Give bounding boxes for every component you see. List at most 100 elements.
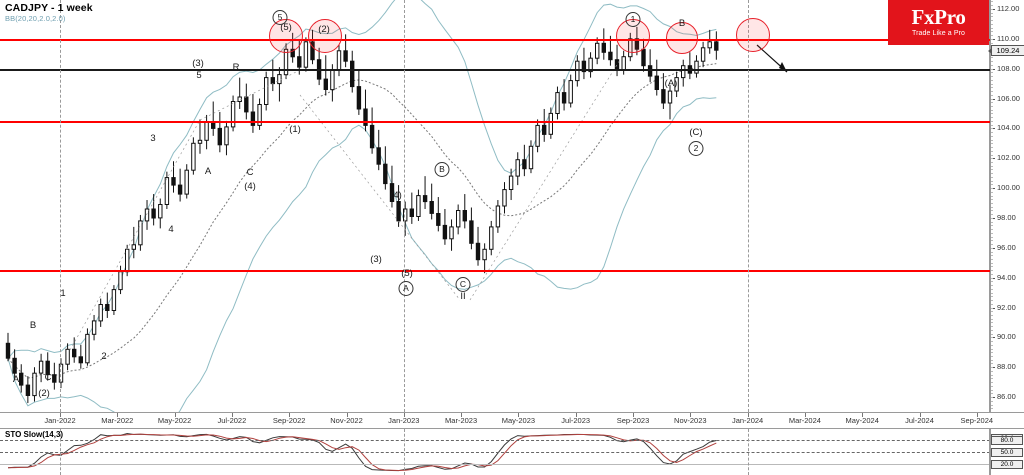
candlestick [568,74,573,108]
price-minor-tick [991,35,993,37]
candlestick [184,164,189,199]
price-minor-tick [991,203,993,204]
wave-label-II-24: II [460,291,466,302]
price-minor-tick [991,300,993,302]
candle-body [111,289,117,312]
candle-body [217,127,223,146]
candlestick [535,119,540,153]
price-minor-tick [991,344,993,346]
price-chart-pane[interactable]: CADJPY - 1 week BB(20,20,2.0,2.0) FxPro … [0,0,990,412]
candle-body [482,248,487,261]
stochastic-axis[interactable]: 83.480.050.020.0 [990,429,1024,475]
candle-body [303,41,309,68]
candlestick [78,344,83,369]
level-line-support-104-5[interactable] [0,120,990,123]
candle-body [330,69,335,91]
price-minor-tick [991,87,993,89]
candlestick [575,55,580,87]
price-minor-tick [991,94,993,96]
candlestick [363,89,368,132]
candle-body [647,65,653,77]
setup-circle-left-2[interactable] [308,19,342,53]
price-tick-label: 86.00 [997,392,1016,402]
candle-body [91,320,97,335]
wave-label-4-13: (4) [244,181,256,192]
candle-body [376,147,381,165]
candle-body [171,177,176,186]
candlestick [661,73,666,109]
price-minor-tick [991,5,993,7]
price-minor-tick [991,139,993,141]
bollinger-lower-band [7,97,717,412]
time-tick-label: Sep-2023 [616,416,650,425]
price-minor-tick [991,378,993,380]
candlestick [621,50,626,75]
setup-circle-left-1[interactable] [269,19,303,53]
candlestick [694,55,699,78]
candlestick [257,98,262,130]
price-minor-tick [991,359,993,361]
candle-body [224,126,229,146]
candlestick [647,49,653,83]
price-minor-tick [991,356,993,358]
candlestick [217,111,223,153]
setup-circle-right-2[interactable] [666,22,698,54]
year-separator [60,0,61,412]
candle-body [489,226,494,250]
stochastic-level-flag: 80.0 [991,435,1023,445]
time-tick-label: Nov-2022 [330,416,363,425]
price-tick: 110.00 [991,34,1024,43]
price-tick: 92.00 [991,303,1024,312]
price-tick-label: 110.00 [997,33,1020,43]
price-axis[interactable]: 112.00 110.00 108.00 106.00 104.00 102.00 100.… [988,0,1024,413]
price-minor-tick [991,285,993,287]
price-plot-area[interactable] [0,0,990,412]
candlestick [323,55,329,96]
candle-body [522,159,527,170]
candlestick [462,194,468,229]
price-minor-tick [991,273,993,275]
price-minor-tick [991,244,993,246]
candle-body [495,205,501,228]
candle-body [78,356,83,364]
price-minor-tick [991,68,993,70]
candlestick [376,129,381,171]
candle-body [442,224,448,240]
time-tick [919,413,921,417]
time-axis[interactable]: Jan-2022 Mar-2022 May-2022 Jul-2022 Sep-2022… [0,412,1024,429]
price-tick-label: 102.00 [997,153,1020,163]
candle-body [211,121,216,129]
candle-body [667,90,673,104]
candle-body [436,213,441,226]
stochastic-pane[interactable]: STO Slow(14,3) [0,429,990,475]
level-line-resistance-110[interactable] [0,38,990,41]
price-tick: 112.00 [991,4,1024,13]
candlestick [237,77,242,109]
candle-body [396,201,401,222]
setup-circle-right-3[interactable] [736,18,770,52]
candlestick [416,189,421,221]
candlestick [502,182,507,214]
time-tick [976,413,978,417]
time-tick-label: Jul-2023 [561,416,591,425]
candlestick [105,292,110,318]
candle-body [144,208,150,222]
candle-body [502,189,507,207]
candlestick [614,44,620,77]
candle-body [707,41,712,49]
stochastic-level-flag: 50.0 [991,447,1023,457]
time-tick [518,413,520,417]
price-minor-tick [991,311,993,313]
fxpro-tagline: Trade Like a Pro [911,29,966,37]
price-minor-tick [991,382,993,384]
candlestick [369,107,375,154]
price-tick: 94.00 [991,273,1024,282]
candle-body [105,304,110,311]
level-line-support-94-5[interactable] [0,270,990,273]
wave-label-A-10: A [204,166,212,177]
candlestick [32,367,37,402]
level-line-pivot-108[interactable] [0,68,990,71]
candle-body [177,184,183,195]
candlestick [144,200,150,230]
wave-label-B-22: B [434,162,450,177]
